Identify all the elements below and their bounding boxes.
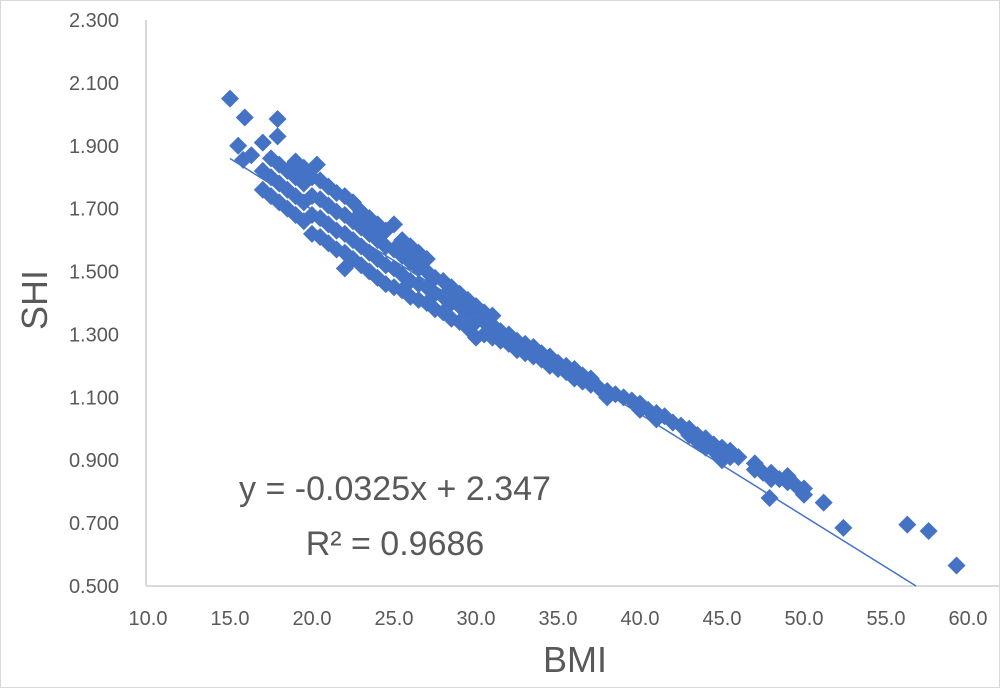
data-point <box>335 243 354 262</box>
data-point <box>898 515 917 534</box>
x-tick-labels: 10.0 15.0 20.0 25.0 30.0 35.0 40.0 45.0 50.0 55.0… <box>129 608 988 630</box>
x-tick-label: 10.0 <box>129 608 168 630</box>
x-tick-label: 55.0 <box>867 608 906 630</box>
trendline-equation: y = -0.0325x + 2.347 <box>239 470 551 508</box>
data-point <box>834 518 853 537</box>
y-tick-labels: 0.500 0.700 0.900 1.100 1.300 1.500 1.700 1.900… <box>69 10 119 598</box>
x-tick-label: 35.0 <box>539 608 578 630</box>
y-axis-title: SHI <box>14 270 55 330</box>
x-tick-label: 45.0 <box>703 608 742 630</box>
data-point <box>268 110 287 129</box>
data-point <box>409 243 428 262</box>
data-points <box>221 89 966 575</box>
x-tick-label: 50.0 <box>785 608 824 630</box>
data-point <box>760 488 779 507</box>
data-point <box>221 89 239 108</box>
data-point <box>729 448 748 467</box>
x-tick-label: 40.0 <box>621 608 660 630</box>
x-axis-title: BMI <box>543 639 607 680</box>
y-tick-label: 1.900 <box>69 136 119 158</box>
x-tick-label: 15.0 <box>211 608 250 630</box>
data-point <box>268 127 287 146</box>
y-tick-label: 2.300 <box>69 10 119 32</box>
trendline-r2: R² = 0.9686 <box>306 525 485 563</box>
data-point <box>795 485 813 504</box>
y-tick-label: 1.500 <box>69 262 119 284</box>
data-point <box>919 521 938 540</box>
data-point <box>814 493 833 512</box>
data-point <box>235 108 254 127</box>
y-tick-label: 1.700 <box>69 199 119 221</box>
trendline <box>229 157 917 587</box>
y-tick-label: 1.100 <box>69 387 119 409</box>
data-point <box>417 249 436 268</box>
y-tick-label: 0.900 <box>69 450 119 472</box>
data-point <box>253 133 272 152</box>
x-tick-label: 30.0 <box>457 608 496 630</box>
data-point <box>385 215 403 234</box>
y-tick-label: 1.300 <box>69 324 119 346</box>
x-tick-label: 25.0 <box>375 608 414 630</box>
x-tick-label: 20.0 <box>293 608 332 630</box>
data-point <box>229 136 248 155</box>
data-point <box>242 146 261 165</box>
data-point <box>947 556 966 575</box>
y-tick-label: 2.100 <box>69 73 119 95</box>
y-tick-label: 0.700 <box>69 513 119 535</box>
x-tick-label: 60.0 <box>949 608 988 630</box>
y-tick-label: 0.500 <box>69 576 119 598</box>
